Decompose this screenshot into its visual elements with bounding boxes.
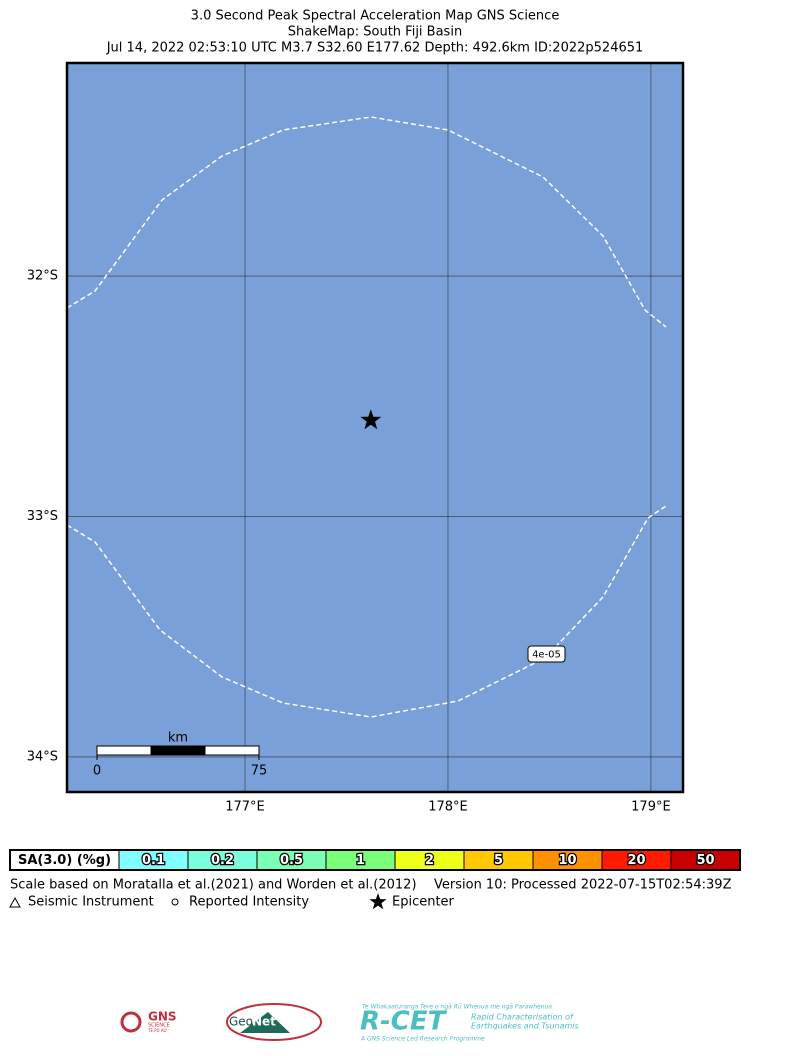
legend-bin-label: 0.2 (211, 853, 234, 868)
contour (66, 505, 667, 718)
scale-segment (96, 745, 152, 756)
geonet-logo: Net (252, 1015, 276, 1029)
version: Version 10: Processed 2022-07-15T02:54:3… (434, 878, 732, 893)
rcet-footer: A GNS Science Led Research Programme (360, 1036, 485, 1043)
logos: GNS SCIENCE TE PŪ AO Geo Net Te Whakaatu… (120, 1003, 579, 1043)
scale-note: Scale based on Moratalla et al.(2021) an… (10, 878, 417, 893)
legend: SA(3.0) (%g) 0.1 0.2 0.5 1 2 5 10 20 50 (9, 849, 741, 871)
scale-unit: km (168, 731, 188, 746)
triangle-symbol (9, 896, 21, 908)
scale-segment (150, 745, 206, 756)
legend-bin-label: 50 (696, 853, 714, 868)
title: 3.0 Second Peak Spectral Acceleration Ma… (191, 9, 560, 24)
scale-tick-label: 75 (251, 764, 268, 779)
gns-logo-sub: SCIENCE (148, 1023, 170, 1029)
contour-label: 4e-05 (532, 650, 561, 661)
gns-logo: GNS (148, 1010, 177, 1024)
lat-label: 33°S (27, 509, 58, 524)
legend-bin-label: 2 (425, 853, 434, 868)
scale-segment (204, 745, 260, 756)
gns-icon (120, 1011, 142, 1033)
gns-logo-sub: TE PŪ AO (147, 1028, 167, 1033)
legend-bin-label: 10 (558, 853, 576, 868)
rcet-sub: Rapid Characterisation of (471, 1013, 574, 1022)
scale-tick-label: 0 (93, 764, 101, 779)
legend-bin-label: 5 (494, 853, 503, 868)
contour (66, 116, 667, 328)
event-info: Jul 14, 2022 02:53:10 UTC M3.7 S32.60 E1… (106, 41, 644, 56)
lon-label: 178°E (428, 800, 468, 815)
symbol-label: Reported Intensity (189, 895, 309, 910)
epicenter (360, 409, 382, 430)
lat-label: 32°S (27, 269, 58, 284)
symbol-label: Seismic Instrument (28, 895, 154, 910)
lat-label: 34°S (27, 749, 58, 764)
legend-bin-label: 20 (627, 853, 645, 868)
legend-frame (9, 849, 741, 871)
legend-bin-label: 0.1 (142, 853, 165, 868)
contour-label-box (527, 645, 566, 663)
rcet-maori: Te Whakaaturanga Tere o ngā Rū Whenua me… (362, 1004, 552, 1011)
geonet-mountain (240, 1012, 290, 1033)
symbol-label: Epicenter (392, 895, 455, 910)
lon-label: 177°E (225, 800, 265, 815)
rcet-sub: Earthquakes and Tsunamis (471, 1022, 579, 1031)
map: 177°E 178°E 179°E 32°S 33°S 34°S 4e-05 km 0 75 (27, 61, 685, 815)
legend-title: SA(3.0) (%g) (18, 853, 111, 868)
geonet-logo: Geo (229, 1015, 253, 1029)
rcet-logo: R-CET (360, 1007, 448, 1037)
map-frame (65, 61, 685, 794)
star-symbol (369, 893, 387, 910)
lon-label: 179°E (631, 800, 671, 815)
geonet-ring (226, 1003, 322, 1041)
circle-symbol (171, 898, 179, 906)
legend-bin-label: 0.5 (280, 853, 303, 868)
subtitle: ShakeMap: South Fiji Basin (288, 25, 462, 40)
legend-bin-label: 1 (356, 853, 365, 868)
